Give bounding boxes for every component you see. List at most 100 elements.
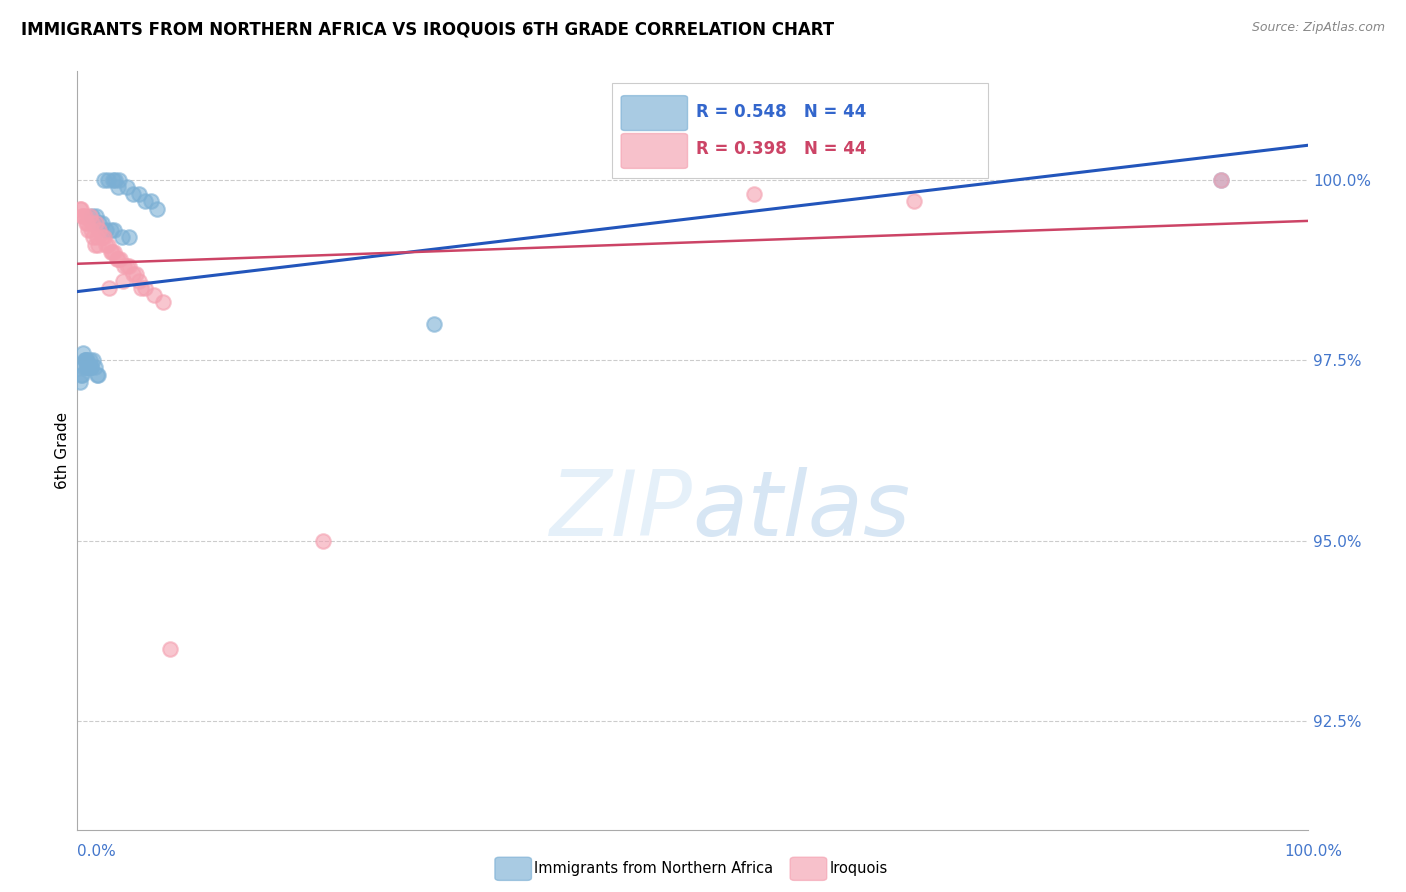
Point [97,172,120,186]
Point [134,194,156,209]
Point [105,252,128,266]
Point [82,353,104,368]
Point [79,360,101,375]
Point [128,274,150,288]
Point [76,360,98,375]
Point [75,216,97,230]
Point [80,223,103,237]
Text: Iroquois: Iroquois [830,862,887,876]
Point [121,267,143,281]
Point [141,194,163,209]
Point [82,209,104,223]
Point [84,216,107,230]
Point [101,244,124,259]
Point [108,172,131,186]
Point [79,209,101,223]
Point [76,216,98,230]
Point [121,187,143,202]
Point [70,368,93,382]
Point [77,360,100,375]
Point [72,346,94,360]
Point [72,360,94,375]
Point [86,230,108,244]
Text: IMMIGRANTS FROM NORTHERN AFRICA VS IROQUOIS 6TH GRADE CORRELATION CHART: IMMIGRANTS FROM NORTHERN AFRICA VS IROQU… [21,21,834,38]
Point [111,230,132,244]
Point [80,360,103,375]
Point [103,244,125,259]
Point [69,375,91,389]
Point [83,237,105,252]
Point [103,223,125,237]
Point [79,353,101,368]
Point [1211,172,1233,186]
Point [76,353,98,368]
Point [115,260,138,274]
Point [83,360,105,375]
Point [107,252,129,266]
Point [84,209,107,223]
Point [75,360,97,375]
Point [72,209,94,223]
Point [82,230,104,244]
Text: ZIP: ZIP [550,467,693,555]
Point [107,180,129,194]
Point [89,216,111,230]
Point [128,187,150,202]
Point [89,223,111,237]
Point [100,223,122,237]
Text: 0.0%: 0.0% [77,845,117,859]
Point [73,209,96,223]
Text: Source: ZipAtlas.com: Source: ZipAtlas.com [1251,21,1385,34]
Point [112,260,135,274]
Point [77,360,100,375]
Point [73,353,96,368]
Point [97,237,120,252]
Point [134,281,156,295]
Point [82,216,104,230]
Point [90,216,114,230]
Text: R = 0.398   N = 44: R = 0.398 N = 44 [696,140,866,159]
Point [110,252,132,266]
Point [101,172,124,186]
Text: Immigrants from Northern Africa: Immigrants from Northern Africa [534,862,773,876]
FancyBboxPatch shape [621,134,688,169]
Point [118,260,141,274]
Point [87,237,110,252]
Point [87,368,110,382]
Point [111,274,134,288]
Point [159,642,181,657]
FancyBboxPatch shape [621,95,688,130]
Y-axis label: 6th Grade: 6th Grade [55,412,70,489]
Point [80,360,103,375]
Point [94,237,117,252]
Point [98,281,121,295]
Point [146,202,169,216]
Point [423,317,446,331]
Point [86,368,108,382]
Text: atlas: atlas [693,467,911,555]
Point [75,353,97,368]
Point [90,230,114,244]
Point [129,281,153,295]
Point [125,267,148,281]
Point [312,533,335,548]
Point [903,194,925,209]
Point [142,288,165,302]
Point [70,368,93,382]
Point [115,180,138,194]
Point [93,172,115,186]
Point [70,202,93,216]
FancyBboxPatch shape [613,83,988,178]
Point [77,223,100,237]
Text: R = 0.548   N = 44: R = 0.548 N = 44 [696,103,866,120]
Point [100,244,122,259]
Point [118,230,141,244]
Point [73,353,96,368]
Point [1211,172,1233,186]
Point [69,202,91,216]
Point [152,295,174,310]
Point [93,230,115,244]
Point [742,187,765,202]
Point [70,209,93,223]
Point [94,223,117,237]
